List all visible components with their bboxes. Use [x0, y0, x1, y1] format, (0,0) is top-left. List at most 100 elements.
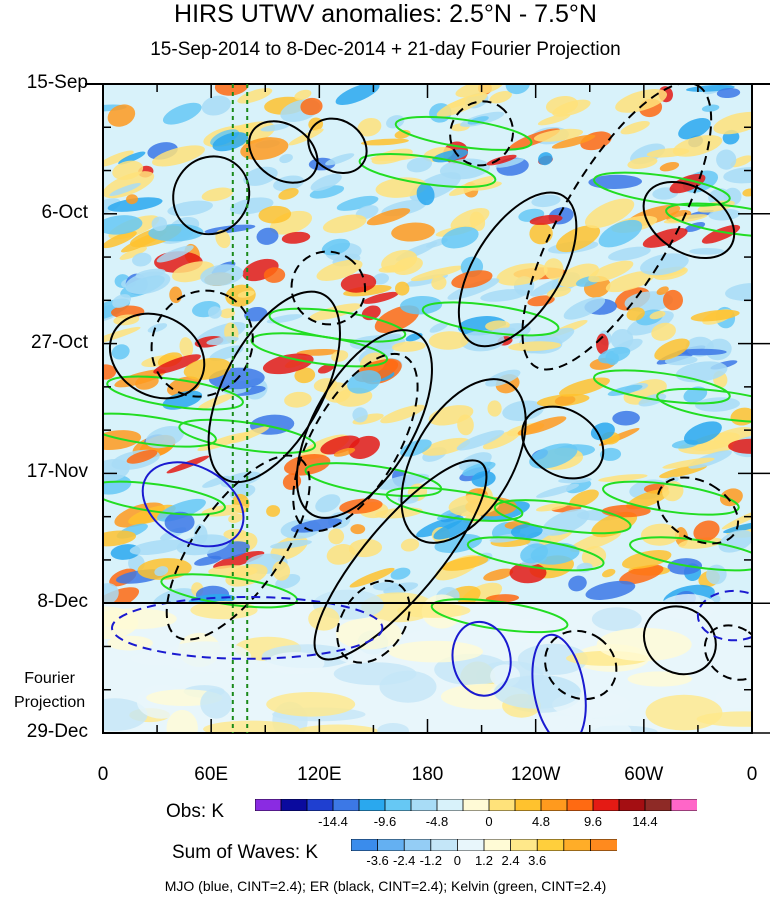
obs-anomaly-cell: [383, 582, 419, 595]
obs-anomaly-cell: [721, 507, 752, 530]
x-tick-label: 0: [746, 764, 758, 785]
obs-anomaly-cell: [400, 295, 443, 315]
obs-anomaly-cell: [651, 322, 676, 341]
chart-title: HIRS UTWV anomalies: 2.5°N - 7.5°N: [174, 0, 597, 28]
obs-anomaly-cell: [107, 104, 136, 127]
obs-anomaly-cell: [198, 393, 235, 410]
obs-anomaly-cell: [281, 231, 311, 244]
obs-anomaly-cell: [495, 158, 524, 168]
obs-anomaly-cell: [331, 350, 349, 362]
obs-anomaly-cell: [536, 393, 590, 407]
obs-anomaly-cell: [598, 219, 643, 248]
obs-anomaly-cell: [132, 252, 152, 267]
obs-anomaly-cell: [103, 231, 137, 249]
obs-anomaly-cell: [112, 160, 144, 180]
obs-anomaly-cell: [701, 224, 741, 244]
projection-anomaly-cell: [715, 687, 752, 709]
obs-colorbar-swatch: [514, 799, 542, 811]
obs-anomaly-cell: [585, 580, 636, 600]
obs-anomaly-cell: [220, 471, 262, 488]
obs-anomaly-cell: [431, 275, 447, 290]
colorbar-tick-label: -3.6: [366, 853, 389, 868]
obs-anomaly-cell: [608, 246, 651, 261]
obs-anomaly-cell: [436, 93, 488, 117]
obs-anomaly-cell: [156, 245, 194, 263]
obs-colorbar-swatch: [618, 799, 646, 811]
kelvin-contour: [103, 480, 226, 516]
obs-anomaly-cell: [537, 113, 571, 126]
er-contour-positive: [521, 405, 605, 480]
obs-anomaly-cell: [103, 530, 137, 547]
colorbar-tick-label: 4.8: [531, 814, 551, 829]
obs-anomaly-cell: [683, 421, 722, 445]
obs-anomaly-cell: [296, 348, 340, 356]
er-contour-negative: [656, 476, 740, 545]
projection-anomaly-cell: [203, 720, 300, 733]
obs-anomaly-cell: [103, 430, 142, 451]
obs-anomaly-cell: [153, 354, 201, 374]
obs-anomaly-cell: [262, 353, 314, 375]
kelvin-contour: [250, 332, 389, 368]
projection-anomaly-cell: [645, 694, 723, 731]
obs-anomaly-cell: [208, 306, 222, 319]
obs-anomaly-cell: [508, 341, 561, 352]
projection-anomaly-cell: [660, 594, 717, 620]
kelvin-contour: [103, 412, 217, 448]
obs-anomaly-cell: [317, 363, 335, 374]
obs-anomaly-cell: [621, 550, 672, 569]
fourier-label-line1: Fourier: [24, 670, 75, 687]
obs-anomaly-cell: [723, 521, 752, 534]
obs-anomaly-cell: [649, 310, 666, 320]
obs-anomaly-cell: [457, 414, 474, 436]
obs-colorbar: [255, 799, 697, 811]
obs-anomaly-cell: [391, 222, 435, 242]
obs-anomaly-cell: [483, 568, 514, 581]
obs-colorbar-swatch: [566, 799, 594, 811]
obs-anomaly-cell: [416, 515, 464, 538]
obs-anomaly-cell: [119, 246, 148, 260]
obs-anomaly-cell: [510, 523, 543, 539]
colorbar-tick-label: 0: [453, 853, 461, 868]
obs-anomaly-cell: [209, 345, 244, 361]
obs-anomaly-cell: [348, 538, 383, 558]
obs-anomaly-cell: [605, 270, 656, 293]
colorbar-tick-label: 2.4: [501, 853, 520, 868]
kelvin-contour: [493, 499, 632, 535]
obs-anomaly-cell: [179, 337, 194, 358]
waves-colorbar-swatch: [563, 839, 592, 851]
obs-anomaly-cell: [309, 185, 345, 199]
mjo-contour-positive: [531, 633, 587, 733]
obs-anomaly-cell: [607, 384, 643, 396]
obs-anomaly-cell: [656, 286, 669, 296]
obs-anomaly-cell: [272, 560, 291, 581]
obs-anomaly-cell: [201, 187, 233, 202]
obs-colorbar-swatch: [255, 799, 282, 811]
obs-anomaly-cell: [433, 519, 472, 540]
obs-anomaly-cell: [391, 341, 426, 352]
obs-anomaly-cell: [326, 544, 356, 565]
obs-colorbar-swatch: [332, 799, 360, 811]
obs-anomaly-cell: [538, 152, 553, 166]
obs-anomaly-cell: [569, 489, 599, 508]
y-tick-label: 15-Sep: [26, 72, 88, 93]
colorbar-tick-label: 0: [485, 814, 493, 829]
er-contour-positive: [108, 312, 206, 400]
kelvin-contour: [178, 418, 317, 454]
obs-anomaly-cell: [154, 566, 169, 577]
colorbar-tick-label: 9.6: [583, 814, 603, 829]
obs-anomaly-cell: [529, 214, 563, 225]
obs-anomaly-cell: [166, 455, 210, 474]
obs-anomaly-cell: [125, 271, 171, 295]
obs-anomaly-cell: [348, 435, 380, 459]
obs-anomaly-cell: [459, 452, 492, 472]
obs-anomaly-cell: [244, 306, 268, 322]
obs-anomaly-cell: [135, 374, 159, 390]
obs-anomaly-cell: [626, 307, 645, 321]
obs-anomaly-cell: [619, 564, 664, 585]
obs-anomaly-cell: [663, 214, 708, 224]
colorbar-tick-label: 1.2: [474, 853, 494, 868]
y-tick-label: 29-Dec: [26, 721, 88, 742]
obs-anomaly-cell: [201, 95, 231, 116]
obs-anomaly-cell: [349, 335, 406, 351]
